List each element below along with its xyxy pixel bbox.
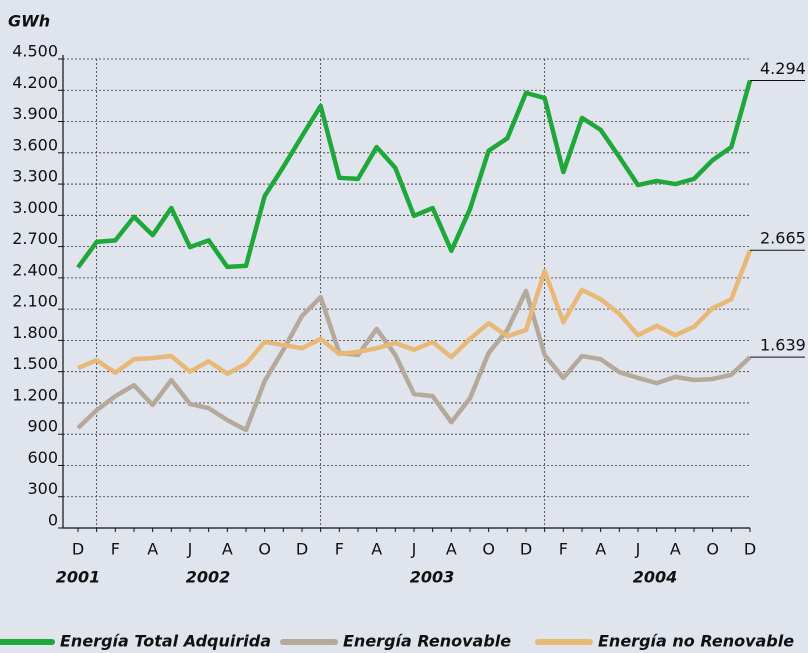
x-tick-label: F [335, 540, 344, 559]
x-tick-label: D [296, 540, 308, 559]
x-tick-label: A [147, 540, 158, 559]
y-tick-label: 2.400 [12, 260, 58, 279]
x-tick-label: F [559, 540, 568, 559]
y-tick-label: 300 [27, 479, 58, 498]
year-label: 2004 [633, 568, 678, 587]
x-tick-label: O [482, 540, 495, 559]
x-tick-label: D [520, 540, 532, 559]
y-tick-label: 2.100 [12, 292, 58, 311]
y-axis-label: GWh [8, 12, 50, 31]
x-tick-label: D [744, 540, 756, 559]
y-tick-label: 3.600 [12, 135, 58, 154]
y-tick-label: 1.200 [12, 385, 58, 404]
year-label: 2002 [186, 568, 231, 587]
y-tick-label: 4.200 [12, 73, 58, 92]
x-tick-label: A [595, 540, 606, 559]
x-tick-label: A [371, 540, 382, 559]
year-label: 2003 [410, 568, 455, 587]
legend-label: Energía Total Adquirida [60, 632, 271, 651]
x-tick-label: F [111, 540, 120, 559]
x-tick-label: O [258, 540, 271, 559]
x-tick-label: A [222, 540, 233, 559]
y-tick-label: 3.300 [12, 167, 58, 186]
end-value-label: 4.294 [760, 59, 806, 78]
end-value-label: 1.639 [760, 336, 806, 355]
y-tick-label: 0 [48, 511, 58, 530]
x-tick-label: A [670, 540, 681, 559]
y-tick-label: 3.000 [12, 198, 58, 217]
x-tick-label: J [411, 540, 417, 559]
end-value-label: 2.665 [760, 229, 806, 248]
y-tick-label: 2.700 [12, 229, 58, 248]
year-label: 2001 [56, 568, 101, 587]
x-tick-label: O [706, 540, 719, 559]
x-tick-label: J [187, 540, 193, 559]
series-line [76, 79, 753, 270]
y-tick-label: 3.900 [12, 104, 58, 123]
y-tick-label: 900 [27, 417, 58, 436]
y-tick-label: 1.500 [12, 354, 58, 373]
x-tick-label: J [635, 540, 641, 559]
x-tick-label: A [446, 540, 457, 559]
y-tick-label: 1.800 [12, 323, 58, 342]
y-tick-label: 600 [27, 448, 58, 467]
legend-label: Energía Renovable [343, 632, 511, 651]
series-line [77, 249, 753, 377]
series-line [76, 288, 752, 433]
x-tick-label: D [72, 540, 84, 559]
legend-label: Energía no Renovable [598, 632, 794, 651]
y-tick-label: 4.500 [12, 42, 58, 61]
